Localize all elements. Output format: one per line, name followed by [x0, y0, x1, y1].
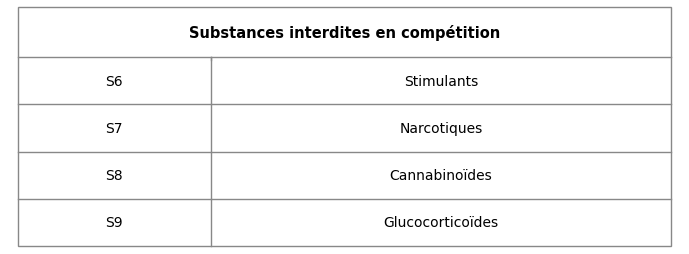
- Text: S8: S8: [105, 168, 123, 182]
- Text: Glucocorticoïdes: Glucocorticoïdes: [383, 216, 498, 229]
- Text: S7: S7: [105, 121, 123, 135]
- Text: Substances interdites en compétition: Substances interdites en compétition: [189, 25, 500, 41]
- Text: S9: S9: [105, 216, 123, 229]
- Text: Cannabinoïdes: Cannabinoïdes: [389, 168, 492, 182]
- Text: Stimulants: Stimulants: [404, 74, 478, 88]
- Text: S6: S6: [105, 74, 123, 88]
- Text: Narcotiques: Narcotiques: [399, 121, 482, 135]
